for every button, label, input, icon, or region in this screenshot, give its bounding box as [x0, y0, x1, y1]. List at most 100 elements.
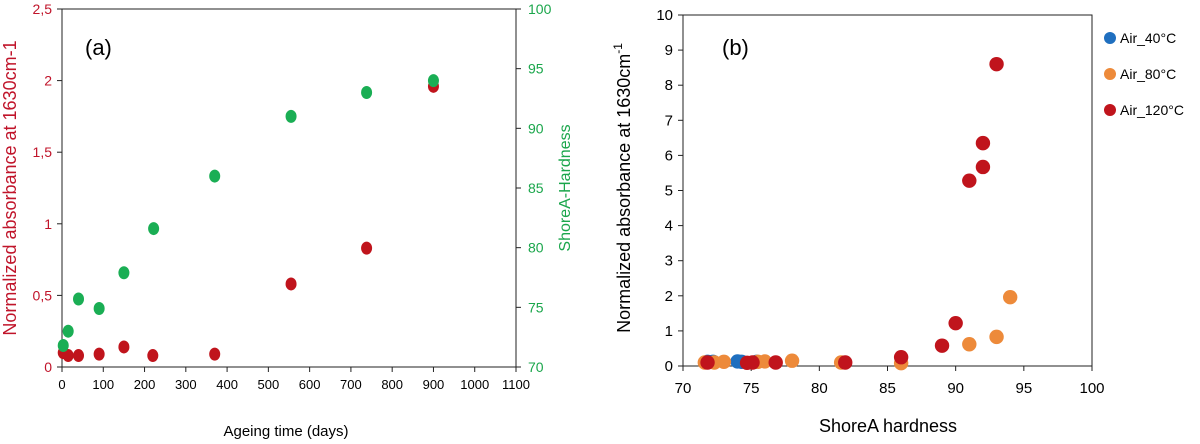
hardness-point: [427, 74, 439, 88]
y-tick-label-b: 10: [656, 7, 673, 24]
y-ticks-a: 0 0,5 1 1,5 2 2,5: [33, 1, 62, 375]
data-point-b: [784, 353, 800, 368]
hardness-point: [148, 222, 160, 236]
chart-a: 0 100 200 300 400 500 600 700 800 900 1000 1100 00,…: [0, 1, 574, 440]
hardness-point: [361, 86, 373, 100]
plot-area-b: [682, 14, 1093, 367]
data-point-b: [975, 135, 991, 151]
x-axis-title-b: ShoreA hardness: [819, 416, 957, 436]
y2-tick-label-a: 70: [528, 359, 544, 375]
legend-label: Air_40°C: [1120, 30, 1176, 46]
y-tick-label-b: 3: [665, 253, 673, 270]
data-point-b: [700, 355, 715, 370]
data-point-b: [716, 354, 732, 369]
x-tick-label-a: 1000: [460, 377, 489, 392]
hardness-point: [57, 339, 69, 353]
legend-label: Air_80°C: [1120, 66, 1176, 82]
absorbance-point: [285, 277, 297, 291]
x-tick-label-b: 80: [811, 380, 828, 397]
y2-tick-label-a: 95: [528, 61, 544, 77]
x-tick-label-b: 90: [947, 380, 964, 397]
x-tick-label-b: 70: [675, 380, 692, 397]
y2-tick-label-a: 80: [528, 240, 544, 256]
data-point-b: [934, 338, 950, 353]
hardness-point: [118, 266, 130, 280]
hardness-point: [93, 302, 105, 316]
data-point-b: [757, 354, 772, 369]
legend-marker: [1104, 32, 1116, 44]
y-tick-label-a: 1,5: [33, 144, 53, 160]
y2-tick-label-a: 75: [528, 299, 544, 315]
data-point-b: [745, 355, 760, 370]
x-tick-label-a: 100: [92, 377, 114, 392]
legend-b: Air_40°C Air_80°C Air_120°C: [1104, 30, 1184, 118]
absorbance-point: [73, 349, 85, 363]
data-point-b: [948, 315, 963, 331]
x-tick-label-b: 95: [1015, 380, 1032, 397]
points-a: [57, 74, 439, 363]
absorbance-point: [93, 347, 105, 361]
y-tick-label-b: 9: [665, 42, 673, 59]
absorbance-point: [209, 347, 221, 361]
absorbance-point: [361, 241, 373, 255]
data-point-b: [975, 159, 991, 175]
y-tick-label-a: 1: [44, 216, 52, 232]
x-tick-label-a: 600: [299, 377, 321, 392]
y2-ticks-a: 70 75 80 85 90 95 100: [516, 1, 552, 375]
data-point-b: [989, 56, 1004, 72]
x-tick-label-b: 75: [743, 380, 760, 397]
legend-marker: [1104, 68, 1116, 80]
y2-axis-title-a: ShoreA-Hardness: [557, 124, 574, 251]
data-point-b: [768, 355, 783, 370]
y-tick-label-b: 1: [665, 323, 673, 340]
y-tick-label-a: 0,5: [33, 287, 53, 303]
y-axis-title-b-sup: -1: [611, 43, 625, 54]
y-axis-title-a: Normalized absorbance at 1630cm-1: [0, 40, 20, 335]
points-b: [697, 56, 1018, 371]
y2-tick-label-a: 100: [528, 1, 552, 17]
x-tick-label-a: 200: [134, 377, 156, 392]
x-tick-label-a: 900: [423, 377, 445, 392]
x-tick-label-a: 400: [216, 377, 238, 392]
y-tick-label-a: 2,5: [33, 1, 53, 17]
x-axis-title-a: Ageing time (days): [223, 423, 348, 440]
y2-tick-label-a: 90: [528, 120, 544, 136]
x-tick-label-a: 700: [340, 377, 362, 392]
hardness-point: [73, 292, 85, 306]
y-tick-label-b: 5: [665, 183, 673, 200]
hardness-point: [62, 324, 74, 338]
y-axis-title-b-main: Normalized absorbance at 1630cm: [614, 54, 634, 333]
x-tick-label-a: 1100: [502, 377, 530, 392]
panel-label-b: (b): [722, 35, 749, 60]
data-point-b: [962, 337, 977, 352]
y2-tick-label-a: 85: [528, 180, 544, 196]
plot-area-a: [61, 8, 517, 368]
x-ticks-b: 70 75 80 85 90 95 100: [675, 366, 1105, 397]
absorbance-point: [62, 349, 74, 363]
y-tick-label-b: 4: [665, 218, 673, 235]
absorbance-point: [147, 349, 159, 363]
y-tick-label-b: 2: [665, 288, 673, 305]
data-point-b: [893, 350, 909, 365]
x-tick-label-b: 100: [1079, 380, 1104, 397]
x-tick-label-a: 0: [58, 377, 65, 392]
y-tick-label-a: 0: [44, 359, 52, 375]
y-ticks-b: 0 1 2 3 4 5 6 7 8 9 10: [656, 7, 683, 375]
data-point-b: [1003, 290, 1018, 305]
y-tick-label-a: 2: [44, 73, 52, 89]
y-axis-title-b: Normalized absorbance at 1630cm-1: [611, 43, 634, 333]
legend-label: Air_120°C: [1120, 102, 1184, 118]
y-tick-label-b: 8: [665, 77, 673, 94]
x-tick-label-a: 800: [381, 377, 403, 392]
x-tick-label-b: 85: [879, 380, 896, 397]
hardness-point: [285, 109, 297, 123]
x-ticks-a: 0 100 200 300 400 500 600 700 800 900 1000 1100: [58, 367, 530, 392]
hardness-point: [209, 169, 221, 183]
y-tick-label-b: 0: [665, 358, 673, 375]
legend-marker: [1104, 104, 1116, 116]
absorbance-point: [118, 340, 130, 354]
panel-label-a: (a): [85, 35, 112, 60]
data-point-b: [838, 355, 853, 370]
chart-b: 70 75 80 85 90 95 100 0 1 2 3 4 5 6 7 8 9 10 (b) ShoreA …: [611, 7, 1184, 436]
